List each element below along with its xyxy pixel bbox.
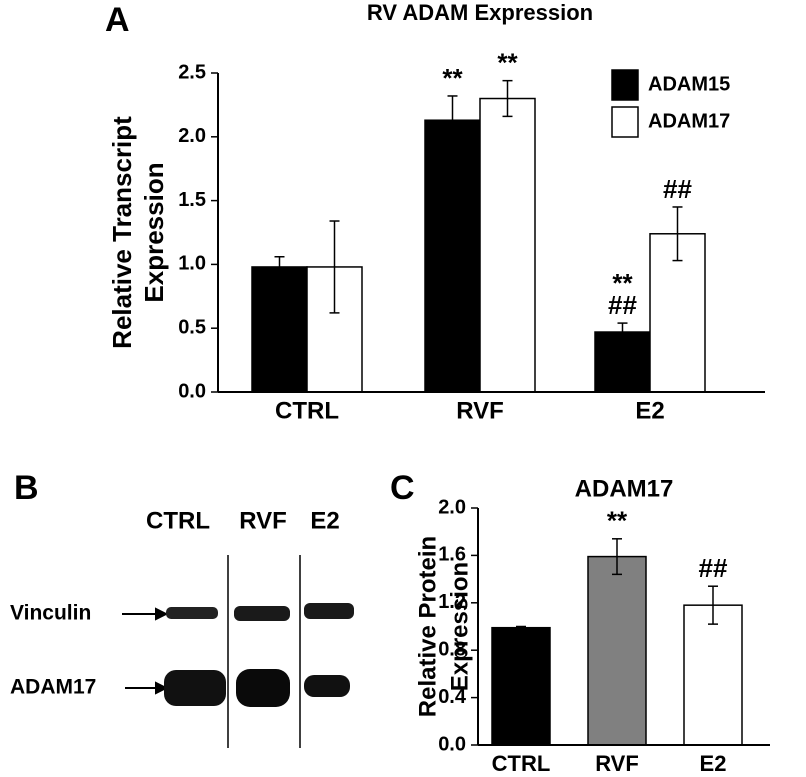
x-tick-label: CTRL — [492, 751, 551, 776]
y-tick-label: 2.0 — [438, 496, 466, 518]
y-tick-label: 1.2 — [438, 591, 466, 613]
annotation: ## — [663, 174, 692, 204]
chart-title: RV ADAM Expression — [367, 0, 593, 25]
panel-label: C — [390, 469, 415, 507]
y-axis-title-line: Relative Protein — [414, 536, 441, 717]
x-tick-label: E2 — [700, 751, 727, 776]
bar — [587, 555, 647, 746]
annotation: ## — [608, 290, 637, 320]
y-tick-label: 2.5 — [178, 61, 206, 83]
band-label: Vinculin — [10, 602, 91, 625]
y-tick-label: 1.5 — [178, 189, 206, 211]
y-tick-label: 0.8 — [438, 638, 466, 660]
bar — [683, 604, 743, 746]
x-tick-label: RVF — [595, 751, 639, 776]
panel-label: B — [14, 469, 39, 507]
annotation: ** — [607, 506, 628, 536]
y-tick-label: 0.0 — [178, 380, 206, 402]
chart-title: ADAM17 — [575, 475, 674, 502]
band-label: ADAM17 — [10, 676, 96, 699]
bar — [649, 233, 706, 393]
bar — [479, 97, 536, 393]
panel-label: A — [105, 1, 130, 39]
y-axis-title: Relative Protein Expression — [414, 536, 473, 717]
annotation: ** — [612, 268, 633, 298]
legend-swatch — [611, 69, 639, 101]
legend-label: ADAM17 — [648, 110, 730, 132]
lane-label: CTRL — [146, 507, 210, 534]
x-tick-label: CTRL — [275, 397, 339, 424]
bar — [251, 266, 308, 393]
annotation: ## — [699, 553, 728, 583]
y-axis-title: Relative Transcript Expression — [107, 116, 169, 349]
bar — [491, 626, 551, 746]
y-tick-label: 0.0 — [438, 733, 466, 755]
arrows — [122, 607, 169, 695]
y-axis-title-line: Relative Transcript — [107, 116, 137, 349]
y-tick-label: 0.4 — [438, 686, 467, 708]
x-tick-label: E2 — [635, 397, 664, 424]
y-axis-title-line: Expression — [446, 562, 473, 691]
lane-label: E2 — [310, 507, 339, 534]
y-tick-label: 2.0 — [178, 125, 206, 147]
annotation: ** — [497, 48, 518, 78]
legend-label: ADAM15 — [648, 73, 730, 95]
y-axis-title-line: Expression — [139, 162, 169, 302]
x-tick-label: RVF — [456, 397, 504, 424]
annotation: ** — [442, 63, 463, 93]
lane-label: RVF — [239, 507, 287, 534]
legend-swatch — [611, 106, 639, 138]
y-tick-label: 1.0 — [178, 253, 206, 275]
blot-image — [164, 555, 354, 748]
y-tick-label: 0.5 — [178, 316, 206, 338]
y-tick-label: 1.6 — [438, 544, 466, 566]
bar — [424, 119, 481, 393]
